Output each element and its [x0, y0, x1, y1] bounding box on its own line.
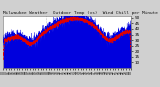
Text: Milwaukee Weather  Outdoor Temp (vs)  Wind Chill per Minute (Last 24 Hours): Milwaukee Weather Outdoor Temp (vs) Wind…	[3, 11, 160, 15]
